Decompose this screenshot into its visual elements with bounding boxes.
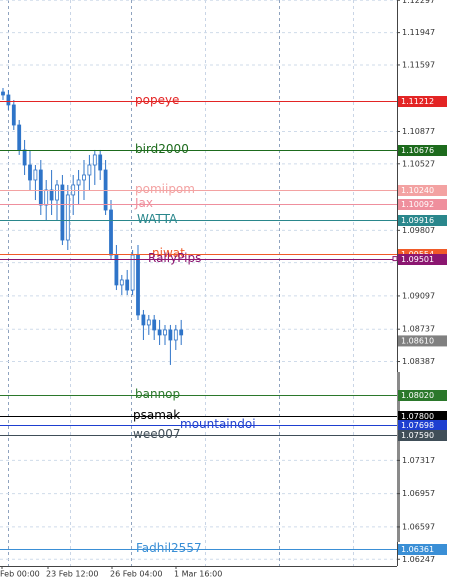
candle-body: [98, 154, 103, 171]
candle-body: [44, 189, 49, 206]
candle-body: [125, 279, 130, 291]
candle-body: [146, 319, 151, 326]
current-price-label: 1.08610: [401, 336, 434, 345]
price-box-label: 1.06361: [401, 545, 434, 554]
level-label: popeye: [135, 93, 179, 107]
y-tick-label: 1.10527: [402, 159, 435, 168]
price-box-label: 1.08020: [401, 391, 434, 400]
y-tick-label: 1.09097: [402, 291, 435, 300]
price-box-label: 1.07698: [401, 421, 434, 430]
plot-area: [0, 0, 397, 566]
price-box: [398, 185, 447, 196]
level-label: bannop: [135, 387, 180, 401]
x-tick-label: 1 Mar 16:00: [174, 570, 222, 579]
x-tick-label: 23 Feb 12:00: [46, 570, 98, 579]
price-box-label: 1.09501: [401, 255, 434, 264]
price-box: [398, 199, 447, 210]
candle-body: [136, 254, 140, 316]
y-tick-label: 1.06597: [402, 522, 435, 531]
price-box-label: 1.09916: [401, 216, 434, 225]
y-tick-label: 1.09807: [402, 226, 435, 235]
price-box: [398, 411, 447, 422]
y-tick-label: 1.08387: [402, 357, 435, 366]
candle-body: [1, 91, 5, 96]
y-tick-label: 1.08737: [402, 325, 435, 334]
candle-body: [168, 329, 173, 341]
price-box-label: 1.10092: [401, 200, 434, 209]
candle-body: [119, 279, 124, 286]
price-box: [398, 254, 447, 265]
price-box-label: 1.07800: [401, 412, 434, 421]
candle-body: [65, 194, 70, 241]
price-box: [398, 96, 447, 107]
candle-body: [152, 319, 157, 331]
candle-body: [11, 104, 16, 126]
price-box: [398, 544, 447, 555]
candle-body: [114, 254, 119, 286]
level-label: wee007: [133, 427, 180, 441]
candle-body: [28, 164, 32, 181]
candle-body: [22, 149, 27, 166]
y-tick-label: 1.06957: [402, 489, 435, 498]
candle-body: [76, 179, 81, 186]
candle-body: [141, 314, 146, 326]
candle-body: [33, 169, 38, 181]
y-tick-label: 1.11597: [402, 60, 435, 69]
candle-body: [71, 184, 76, 196]
candle-body: [173, 329, 178, 341]
candle-body: [130, 254, 135, 291]
candle-body: [109, 209, 113, 256]
price-box: [398, 215, 447, 226]
price-box-label: 1.07590: [401, 431, 434, 440]
price-box-label: 1.10676: [401, 146, 434, 155]
level-anchor: [392, 256, 398, 262]
level-label: pomiipom: [135, 182, 195, 196]
candle-body: [92, 154, 97, 166]
x-tick-label: Feb 00:00: [0, 570, 40, 579]
level-label: niwat: [152, 246, 185, 260]
candle-body: [87, 164, 92, 176]
level-label: WATTA: [137, 212, 178, 226]
y-tick-label: 1.11947: [402, 28, 435, 37]
y-tick-label: 1.10877: [402, 127, 435, 136]
candle-body: [163, 329, 167, 336]
price-box: [398, 390, 447, 401]
y-tick-label: 1.12297: [402, 0, 435, 5]
candle-body: [179, 329, 184, 336]
candle-body: [60, 184, 65, 241]
candle-body: [82, 174, 86, 181]
level-label: psamak: [133, 408, 180, 422]
candle-body: [6, 94, 11, 106]
level-label: Fadhil2557: [136, 541, 202, 555]
y-tick-label: 1.06247: [402, 555, 435, 564]
candle-body: [49, 189, 54, 201]
price-box-label: 1.10240: [401, 186, 434, 195]
price-box-label: 1.11212: [401, 97, 434, 106]
level-label: Jax: [134, 196, 153, 210]
level-label: RallyPips: [148, 251, 201, 265]
candle-body: [157, 329, 162, 336]
level-label: bird2000: [135, 142, 189, 156]
current-price-box: [398, 335, 447, 347]
candle-body: [38, 169, 43, 206]
level-label: mountaindoi: [180, 417, 256, 431]
y-tick-label: 1.07317: [402, 456, 435, 465]
candle-body: [55, 184, 59, 201]
price-box: [398, 430, 447, 441]
price-box: [398, 420, 447, 431]
candle-body: [17, 124, 22, 151]
axis-scroll-marker: [397, 372, 400, 542]
price-box: [398, 145, 447, 156]
x-tick-label: 26 Feb 04:00: [110, 570, 162, 579]
